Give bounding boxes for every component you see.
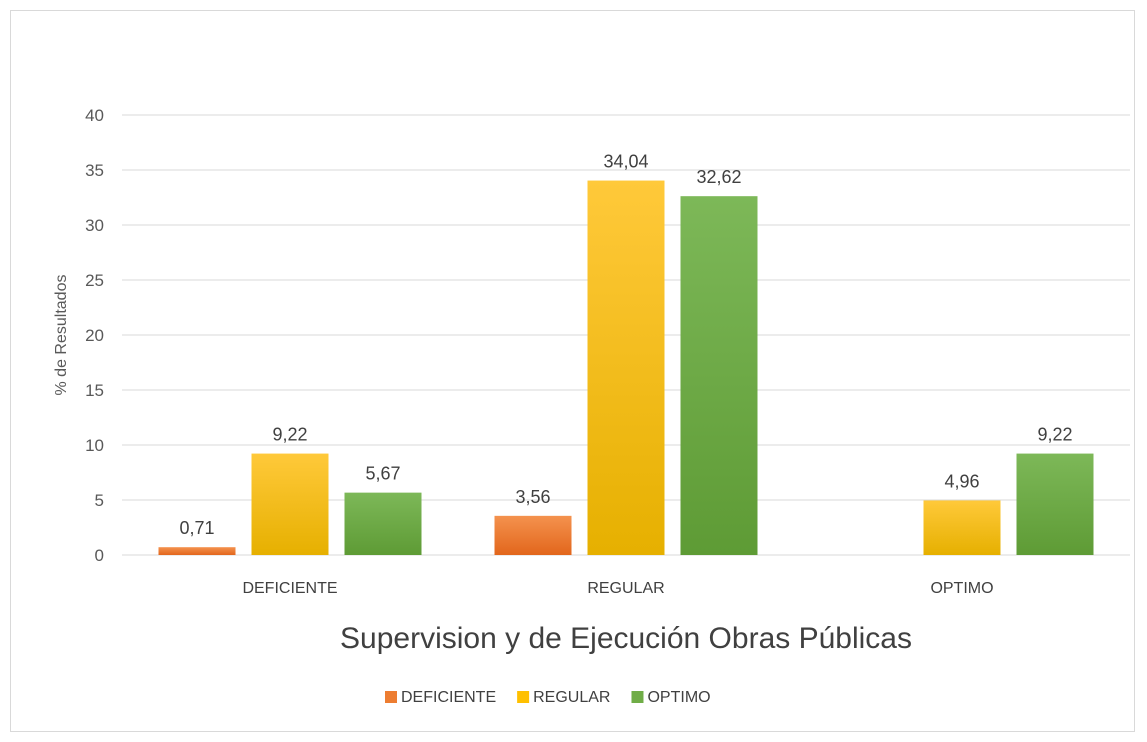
y-axis-ticks: 0 5 10 15 20 25 30 35 40: [85, 106, 104, 565]
bar-optimo-optimo: [1016, 453, 1094, 555]
bar-optimo-deficiente: [344, 492, 422, 555]
x-category-label: DEFICIENTE: [242, 580, 337, 597]
y-tick-label: 30: [85, 216, 104, 235]
y-tick-label: 5: [95, 491, 104, 510]
data-label: 34,04: [603, 152, 648, 172]
legend-swatch-deficiente: [385, 691, 397, 703]
y-tick-label: 0: [95, 546, 104, 565]
legend-swatch-optimo: [631, 691, 644, 703]
data-label: 9,22: [1037, 425, 1072, 445]
legend-label-optimo: OPTIMO: [647, 689, 710, 706]
data-label: 9,22: [272, 425, 307, 445]
x-category-label: REGULAR: [587, 580, 664, 597]
y-tick-label: 25: [85, 271, 104, 290]
bar-regular-deficiente: [251, 453, 329, 555]
x-axis-categories: DEFICIENTE REGULAR OPTIMO: [242, 580, 993, 597]
y-tick-label: 10: [85, 436, 104, 455]
legend: DEFICIENTE REGULAR OPTIMO: [385, 689, 711, 706]
y-tick-label: 15: [85, 381, 104, 400]
y-tick-label: 40: [85, 106, 104, 125]
data-labels: 0,71 9,22 5,67 3,56 34,04 32,62 4,96 9,22: [179, 152, 1072, 539]
y-tick-label: 20: [85, 326, 104, 345]
data-label: 0,71: [179, 518, 214, 538]
bar-deficiente-deficiente: [158, 547, 236, 555]
y-tick-label: 35: [85, 161, 104, 180]
data-label: 32,62: [696, 167, 741, 187]
bar-optimo-regular: [680, 196, 758, 555]
bars: [158, 180, 1094, 555]
bar-regular-regular: [587, 180, 665, 555]
data-label: 5,67: [365, 464, 400, 484]
legend-swatch-regular: [517, 691, 530, 703]
data-label: 4,96: [944, 471, 979, 491]
y-axis-title: % de Resultados: [53, 275, 70, 396]
bar-regular-optimo: [923, 500, 1001, 555]
data-label: 3,56: [515, 487, 550, 507]
bar-deficiente-regular: [494, 515, 572, 555]
x-category-label: OPTIMO: [930, 580, 993, 597]
x-axis-title: Supervision y de Ejecución Obras Pública…: [340, 622, 912, 655]
legend-label-regular: REGULAR: [533, 689, 610, 706]
chart-frame: [10, 10, 1135, 732]
legend-label-deficiente: DEFICIENTE: [401, 689, 496, 706]
